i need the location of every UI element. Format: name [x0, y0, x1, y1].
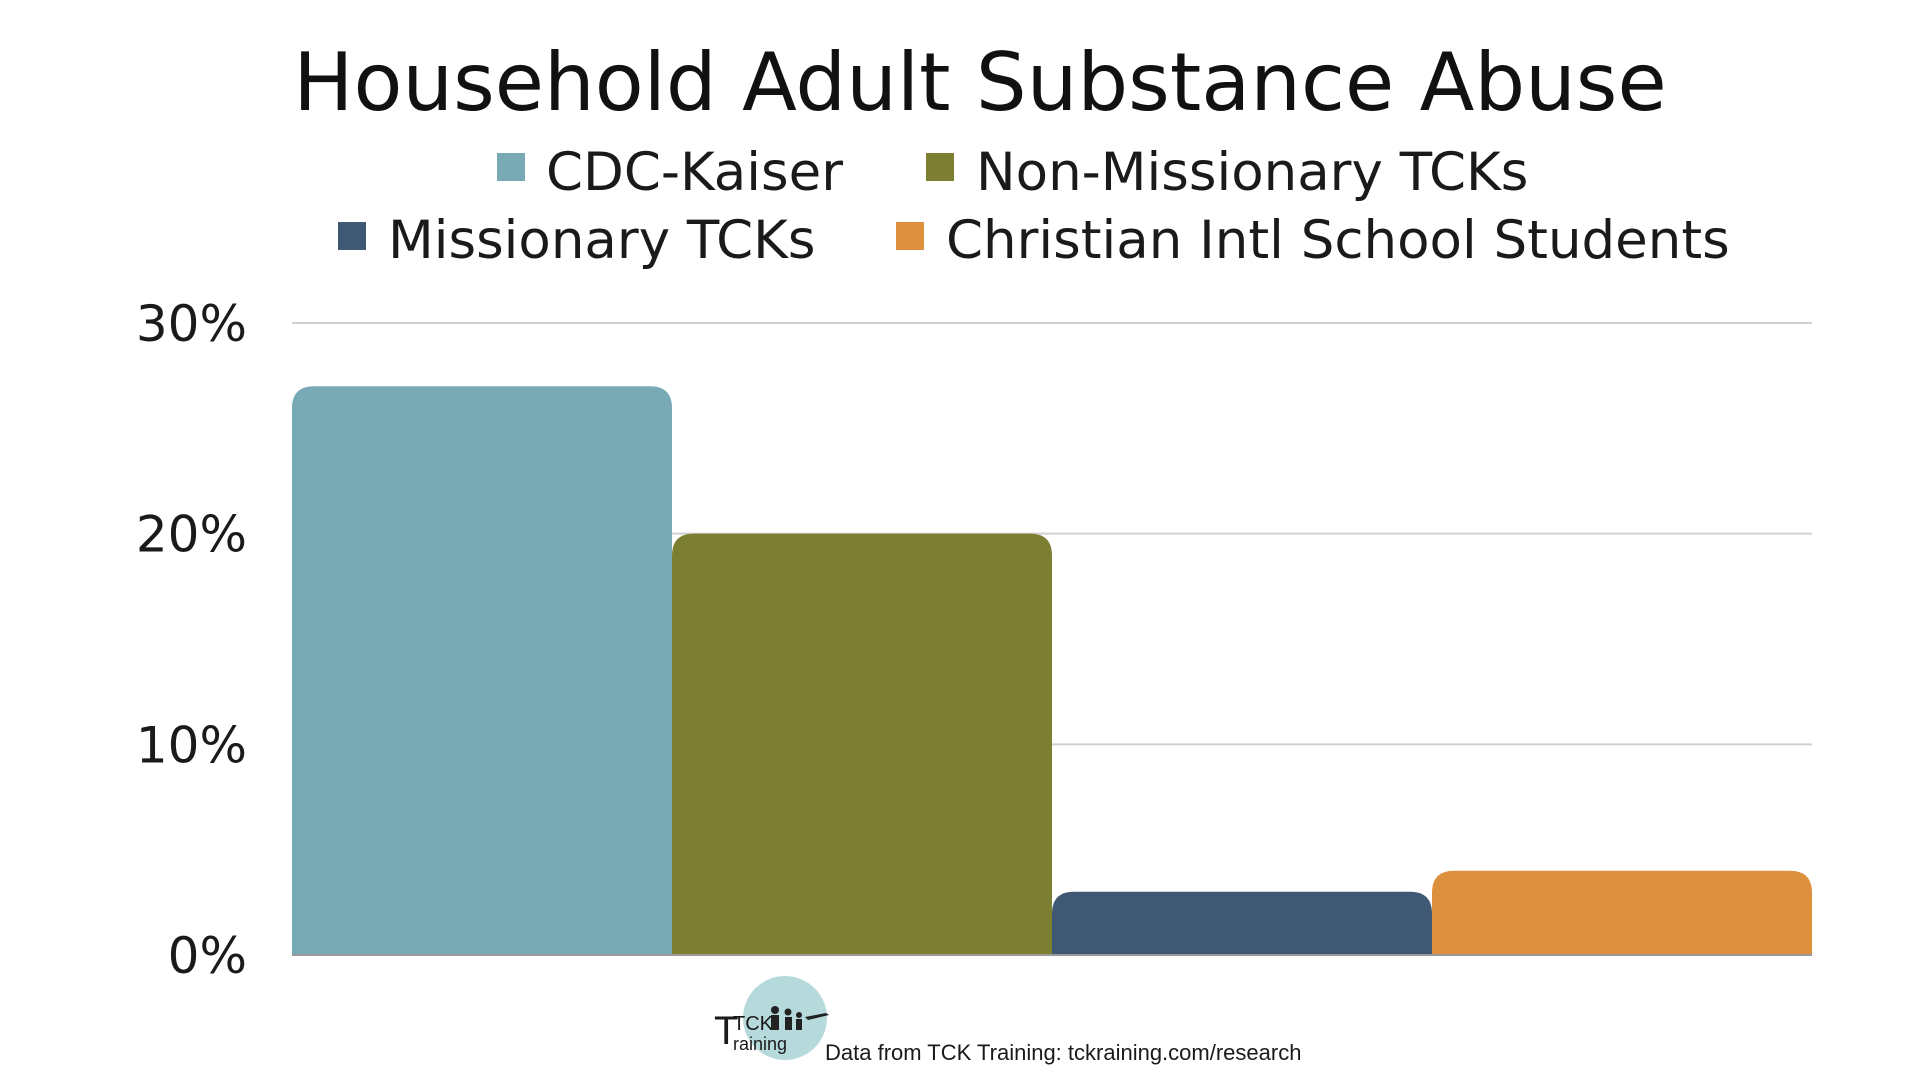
- legend-label-cdc-kaiser: CDC-Kaiser: [546, 142, 843, 203]
- y-tick-label: 10%: [136, 716, 247, 774]
- y-axis-tick-labels: 0% 10% 20% 30%: [136, 295, 247, 985]
- logo-initial: T: [714, 1009, 738, 1053]
- tck-training-logo: T TCK raining: [714, 976, 829, 1060]
- source-note: Data from TCK Training: tckraining.com/r…: [825, 1040, 1301, 1065]
- logo-airplane-icon: [805, 1013, 829, 1020]
- bar-missionary-tcks: [1052, 891, 1432, 955]
- y-tick-label: 30%: [136, 295, 247, 353]
- bars: [292, 386, 1812, 955]
- logo-people-icon: [771, 1006, 802, 1030]
- chart-title: Household Adult Substance Abuse: [293, 36, 1666, 129]
- legend-swatch-missionary-tcks: [338, 222, 366, 250]
- bar-cdc-kaiser: [292, 386, 672, 955]
- bar-christian-intl-school-students: [1432, 870, 1812, 955]
- logo-text-top: TCK: [733, 1013, 774, 1035]
- legend-swatch-christian-intl-school-students: [896, 222, 924, 250]
- legend: CDC-Kaiser Non-Missionary TCKs Missionar…: [338, 142, 1730, 271]
- logo-text-bottom: raining: [733, 1034, 787, 1054]
- y-tick-label: 0%: [168, 927, 247, 985]
- y-tick-label: 20%: [136, 506, 247, 564]
- legend-swatch-non-missionary-tcks: [926, 153, 954, 181]
- legend-swatch-cdc-kaiser: [497, 153, 525, 181]
- legend-label-missionary-tcks: Missionary TCKs: [388, 210, 816, 271]
- bar-non-missionary-tcks: [672, 533, 1052, 955]
- legend-label-non-missionary-tcks: Non-Missionary TCKs: [976, 142, 1528, 203]
- legend-label-christian-intl-school-students: Christian Intl School Students: [946, 210, 1730, 271]
- footer: T TCK raining Data from TCK Training: tc…: [714, 976, 1301, 1065]
